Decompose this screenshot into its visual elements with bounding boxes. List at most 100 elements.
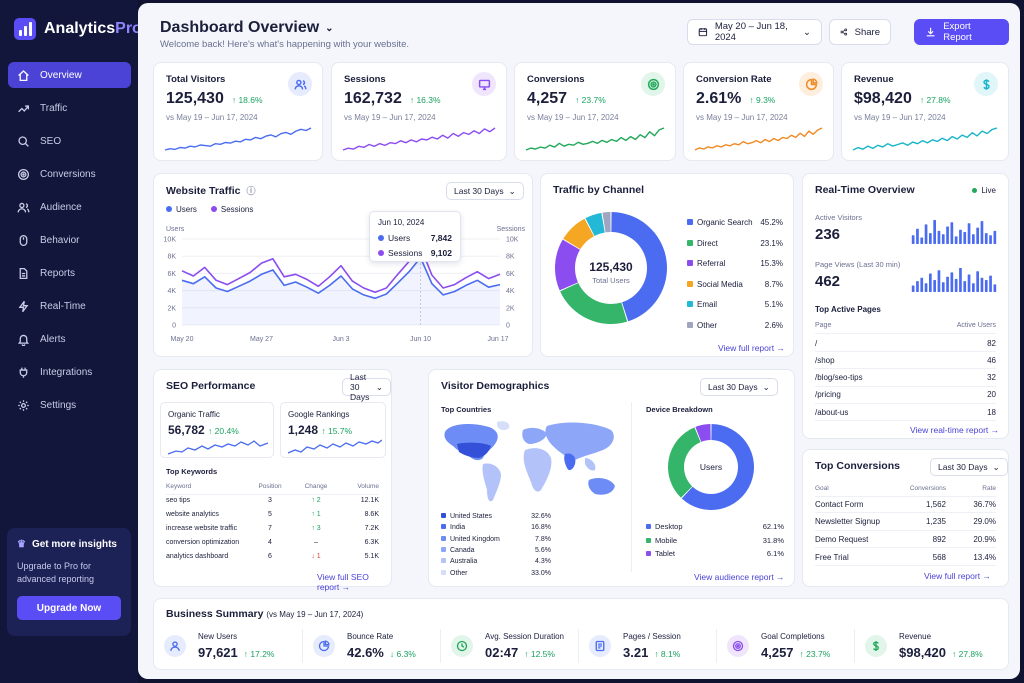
sidebar-item-integrations[interactable]: Integrations (8, 359, 131, 385)
calendar-icon (698, 28, 708, 37)
chevron-down-icon[interactable]: ⌄ (325, 22, 334, 34)
realtime-bar (950, 222, 954, 244)
kpi-label: Conversions (527, 74, 585, 85)
y-axis-label-right: Sessions (497, 226, 526, 233)
summary-delta: ↑ 23.7% (799, 649, 831, 659)
share-button[interactable]: Share (829, 19, 891, 45)
bell-icon (17, 334, 30, 346)
conversions-title: Top Conversions (815, 460, 900, 472)
keyword-row[interactable]: increase website traffic 7 ↑ 3 7.2K (166, 521, 379, 535)
realtime-report-link[interactable]: View real-time report → (910, 425, 1000, 435)
date-range-picker[interactable]: May 20 – Jun 18, 2024 ⌄ (687, 19, 822, 45)
top-page-row[interactable]: /blog/seo-tips 32 (815, 370, 996, 387)
keyword-row[interactable]: analytics dashboard 6 ↓ 1 5.1K (166, 550, 379, 564)
kpi-card-conversion-rate[interactable]: Conversion Rate 2.61% ↑ 9.3% vs May 19 – Ju… (683, 62, 834, 161)
page-users: 82 (987, 338, 996, 348)
conversion-row[interactable]: Newsletter Signup 1,235 29.0% (815, 514, 996, 531)
sidebar-item-traffic[interactable]: Traffic (8, 95, 131, 121)
sidebar-item-seo[interactable]: SEO (8, 128, 131, 154)
kpi-delta: ↑ 18.6% (231, 95, 263, 105)
summary-value: 3.21 (623, 645, 649, 660)
seo-report-link[interactable]: View full SEO report → (317, 572, 369, 592)
upgrade-now-button[interactable]: Upgrade Now (17, 596, 121, 620)
sidebar-item-audience[interactable]: Audience (8, 194, 131, 220)
sidebar-item-overview[interactable]: Overview (8, 62, 131, 88)
seo-range-dropdown[interactable]: Last 30 Days ⌄ (342, 372, 391, 402)
summary-item-goal-completions[interactable]: Goal Completions 4,257 ↑ 23.7% (716, 629, 848, 663)
channel-full-report-link[interactable]: View full report → (718, 343, 785, 353)
keyword-change: – (314, 539, 318, 547)
kpi-card-conversions[interactable]: Conversions 4,257 ↑ 23.7% vs May 19 – Jun 1… (514, 62, 676, 161)
logo-icon (14, 18, 36, 40)
page-path: / (815, 338, 818, 348)
traffic-range-dropdown[interactable]: Last 30 Days ⌄ (446, 182, 524, 200)
page-title: Dashboard Overview (160, 19, 320, 36)
series-line-users (181, 256, 501, 300)
realtime-bar (941, 234, 945, 244)
channel-total-value: 125,430 (589, 260, 633, 274)
conversions-report-link[interactable]: View full report → (924, 571, 991, 581)
kpi-sparkline (694, 127, 823, 151)
rankings-sparkline (288, 439, 382, 454)
realtime-bar (929, 273, 932, 292)
export-report-button[interactable]: Export Report (914, 19, 1009, 45)
goal-name: Newsletter Signup (815, 517, 880, 527)
y-tick-right: 10K (506, 237, 519, 244)
top-pages-title: Top Active Pages (815, 305, 881, 314)
keyword-row[interactable]: website analytics 5 ↑ 1 8.6K (166, 507, 379, 521)
info-icon[interactable]: ⓘ (246, 186, 256, 196)
summary-item-pages-session[interactable]: Pages / Session 3.21 ↑ 8.1% (578, 629, 710, 663)
legend-sessions: Sessions (210, 205, 253, 214)
conversion-row[interactable]: Contact Form 1,562 36.7% (815, 496, 996, 513)
summary-item-revenue[interactable]: Revenue $98,420 ↑ 27.8% (854, 629, 986, 663)
kpi-delta: ↑ 27.8% (919, 95, 951, 105)
sidebar-item-reports[interactable]: Reports (8, 260, 131, 286)
summary-item-new-users[interactable]: New Users 97,621 ↑ 17.2% (164, 629, 296, 663)
device-item: Tablet 6.1% (646, 549, 784, 558)
sidebar-nav: Overview Traffic SEO Conversions Audience Beh… (8, 62, 131, 425)
country-item: India 16.8% (441, 524, 551, 531)
sidebar-item-alerts[interactable]: Alerts (8, 326, 131, 352)
sidebar-item-conversions[interactable]: Conversions (8, 161, 131, 187)
keyword: seo tips (166, 496, 191, 504)
kpi-compare: vs May 19 – Jun 17, 2024 (166, 113, 258, 122)
realtime-bar (950, 272, 954, 292)
conversion-row[interactable]: Demo Request 892 20.9% (815, 531, 996, 549)
sidebar-item-behavior[interactable]: Behavior (8, 227, 131, 253)
top-page-row[interactable]: /about-us 18 (815, 404, 996, 422)
channel-legend-item: Direct 23.1% (687, 239, 783, 248)
organic-delta: ↑ 20.4% (208, 426, 239, 436)
realtime-bar (933, 220, 936, 244)
col-keyword: Keyword (166, 482, 192, 490)
summary-label: Avg. Session Duration (485, 632, 565, 641)
kpi-card-revenue[interactable]: Revenue $98,420 ↑ 27.8% vs May 19 – Jun 17,… (841, 62, 1009, 161)
conversions-range-dropdown[interactable]: Last 30 Days ⌄ (930, 458, 1008, 476)
top-page-row[interactable]: /pricing 20 (815, 387, 996, 404)
kpi-card-sessions[interactable]: Sessions 162,732 ↑ 16.3% vs May 19 – Jun 17… (331, 62, 507, 161)
channel-legend-item: Email 5.1% (687, 300, 783, 309)
top-page-row[interactable]: /shop 46 (815, 352, 996, 370)
keyword-row[interactable]: seo tips 3 ↑ 2 12.1K (166, 493, 379, 507)
kpi-label: Conversion Rate (696, 74, 772, 85)
summary-title: Business Summary (166, 608, 264, 620)
col-conversions: Conversions (909, 484, 946, 492)
summary-item-avg-session-duration[interactable]: Avg. Session Duration 02:47 ↑ 12.5% (440, 629, 572, 663)
col-active-users: Active Users (956, 321, 996, 329)
sidebar-item-settings[interactable]: Settings (8, 392, 131, 418)
sidebar-item-real-time[interactable]: Real-Time (8, 293, 131, 319)
summary-item-bounce-rate[interactable]: Bounce Rate 42.6% ↓ 6.3% (302, 629, 434, 663)
demographics-range-dropdown[interactable]: Last 30 Days ⌄ (700, 378, 778, 396)
keyword-row[interactable]: conversion optimization 4 – 6.3K (166, 536, 379, 550)
conversion-row[interactable]: Free Trial 568 13.4% (815, 549, 996, 567)
kpi-sparkline (852, 127, 998, 151)
summary-value: 4,257 (761, 645, 794, 660)
col-position: Position (258, 482, 282, 490)
map-india (564, 453, 576, 471)
realtime-bar (967, 223, 971, 244)
map-southeast-asia (585, 458, 596, 471)
audience-report-link[interactable]: View audience report → (694, 572, 785, 582)
app-logo[interactable]: AnalyticsPro (14, 18, 142, 40)
kpi-card-total-visitors[interactable]: Total Visitors 125,430 ↑ 18.6% vs May 19 – … (153, 62, 323, 161)
top-page-row[interactable]: / 82 (815, 335, 996, 352)
kpi-value: $98,420 (854, 90, 912, 107)
